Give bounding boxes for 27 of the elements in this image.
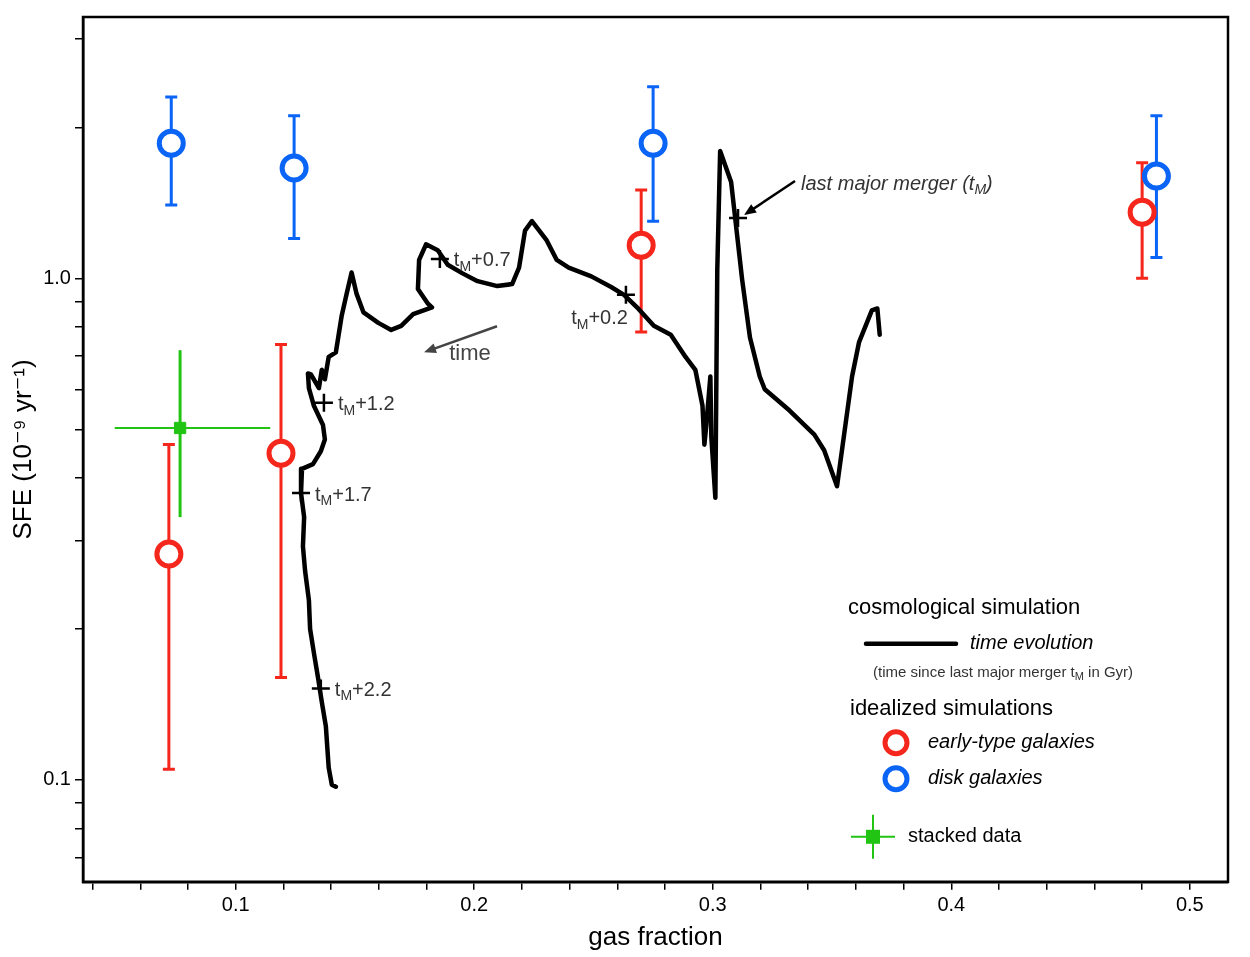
legend-label: stacked data — [908, 824, 1023, 847]
point — [279, 153, 309, 183]
x-tick-label: 0.5 — [1175, 893, 1204, 916]
legend-label: disk galaxies — [928, 766, 1043, 789]
point — [173, 421, 187, 435]
x-axis-title: gas fraction — [588, 920, 723, 951]
point — [1141, 161, 1171, 191]
legend-label: early-type galaxies — [928, 730, 1095, 753]
point — [727, 207, 749, 229]
point — [154, 539, 184, 569]
annotation: cosmological simulation — [848, 593, 1081, 619]
x-tick-label: 0.2 — [460, 893, 489, 916]
annotation: time — [449, 340, 491, 366]
x-tick-label: 0.1 — [221, 893, 250, 916]
y-tick-label: 1.0 — [43, 265, 71, 288]
y-axis-title: SFE (10⁻⁹ yr⁻¹) — [6, 359, 37, 540]
point — [266, 438, 296, 468]
legend-label: time evolution — [970, 631, 1094, 654]
point — [313, 392, 335, 413]
x-tick-label: 0.3 — [698, 893, 727, 916]
point — [156, 128, 186, 158]
annotation: idealized simulations — [850, 694, 1053, 720]
point — [1127, 197, 1157, 227]
point — [626, 230, 656, 260]
x-tick-label: 0.4 — [937, 893, 966, 916]
point — [615, 284, 637, 306]
point — [638, 128, 668, 158]
